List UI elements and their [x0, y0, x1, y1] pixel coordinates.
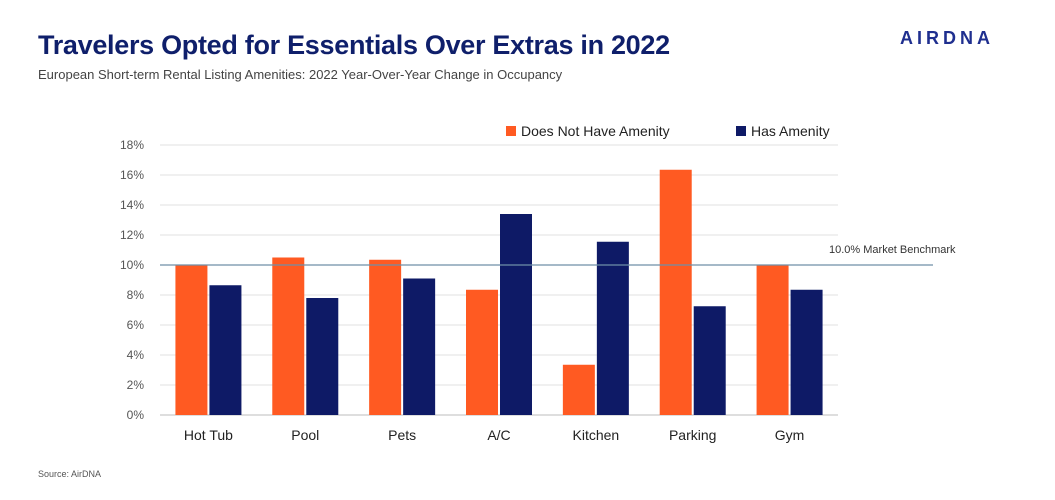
- x-tick-label: Parking: [669, 427, 716, 443]
- y-tick-label: 8%: [127, 288, 145, 302]
- x-tick-label: Pool: [291, 427, 319, 443]
- bar: [466, 289, 498, 415]
- x-tick-label: A/C: [487, 427, 510, 443]
- bar: [306, 298, 339, 415]
- x-tick-label: Gym: [775, 427, 805, 443]
- bar: [500, 214, 532, 415]
- bar: [756, 265, 789, 415]
- chart-title: Travelers Opted for Essentials Over Extr…: [38, 30, 670, 60]
- benchmark-label: 10.0% Market Benchmark: [829, 244, 956, 256]
- y-tick-label: 14%: [120, 198, 144, 212]
- legend-swatch: [506, 126, 516, 136]
- chart-subtitle: European Short-term Rental Listing Ameni…: [38, 67, 563, 82]
- y-tick-label: 0%: [127, 408, 145, 422]
- bar: [693, 306, 726, 415]
- y-tick-label: 12%: [120, 228, 144, 242]
- y-tick-label: 6%: [127, 318, 145, 332]
- y-tick-label: 2%: [127, 378, 145, 392]
- airdna-logo: AIRDNA: [900, 28, 994, 48]
- y-tick-label: 4%: [127, 348, 145, 362]
- bar: [403, 278, 436, 415]
- y-tick-label: 18%: [120, 138, 144, 152]
- legend-label: Has Amenity: [751, 123, 830, 139]
- bar: [209, 285, 242, 415]
- bar: [175, 265, 208, 415]
- x-tick-label: Pets: [388, 427, 416, 443]
- bar: [272, 257, 305, 415]
- source-note: Source: AirDNA: [38, 469, 102, 479]
- y-tick-label: 16%: [120, 168, 144, 182]
- bar: [659, 169, 692, 415]
- bar: [596, 241, 629, 415]
- x-tick-label: Kitchen: [573, 427, 620, 443]
- bar: [790, 289, 823, 415]
- bar: [562, 364, 595, 415]
- legend-label: Does Not Have Amenity: [521, 123, 670, 139]
- y-tick-label: 10%: [120, 258, 144, 272]
- x-tick-label: Hot Tub: [184, 427, 233, 443]
- legend-swatch: [736, 126, 746, 136]
- bar: [369, 259, 402, 415]
